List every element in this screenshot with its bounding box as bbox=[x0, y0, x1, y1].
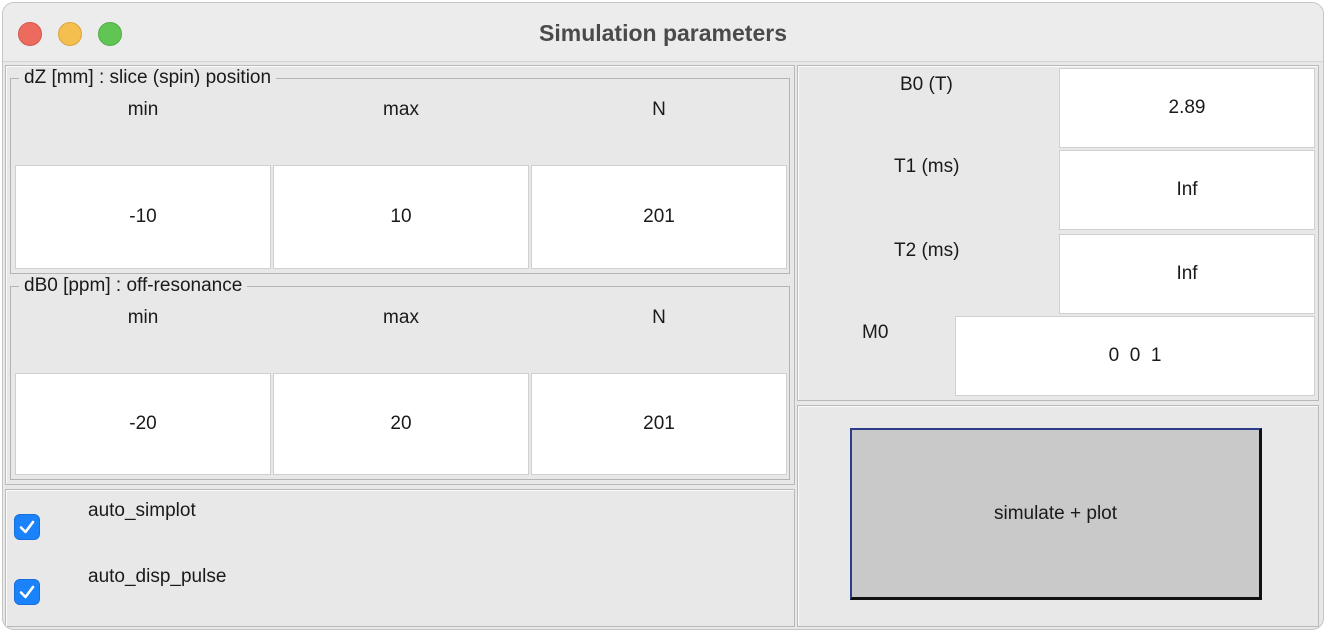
dz-max-header: max bbox=[383, 99, 419, 120]
title-bar: Simulation parameters bbox=[3, 3, 1323, 62]
dz-group: dZ [mm] : slice (spin) position min max … bbox=[10, 67, 790, 274]
dz-min-input[interactable]: -10 bbox=[15, 165, 271, 269]
dz-n-input[interactable]: 201 bbox=[531, 165, 787, 269]
m0-label: M0 bbox=[862, 322, 889, 343]
window-title: Simulation parameters bbox=[539, 20, 787, 46]
auto-simplot-checkbox[interactable] bbox=[14, 514, 40, 540]
m0-input[interactable]: 0 0 1 bbox=[955, 316, 1315, 396]
t2-input[interactable]: Inf bbox=[1059, 234, 1315, 314]
physical-parameters-panel: B0 (T) 2.89 T1 (ms) Inf T2 (ms) Inf M0 0… bbox=[797, 65, 1319, 401]
db0-max-header: max bbox=[383, 307, 419, 328]
auto-simplot-label: auto_simplot bbox=[88, 500, 196, 521]
range-parameters-panel: dZ [mm] : slice (spin) position min max … bbox=[5, 65, 795, 485]
db0-n-input[interactable]: 201 bbox=[531, 373, 787, 475]
checkmark-icon bbox=[19, 585, 35, 599]
dz-max-input[interactable]: 10 bbox=[273, 165, 529, 269]
dz-n-header: N bbox=[652, 99, 666, 120]
actions-panel: simulate + plot bbox=[797, 405, 1319, 627]
auto-disp-pulse-label: auto_disp_pulse bbox=[88, 566, 227, 587]
db0-n-header: N bbox=[652, 307, 666, 328]
auto-disp-pulse-checkbox[interactable] bbox=[14, 579, 40, 605]
b0-label: B0 (T) bbox=[900, 74, 953, 95]
options-panel: auto_simplot auto_disp_pulse bbox=[5, 489, 795, 627]
zoom-window-icon[interactable] bbox=[98, 22, 122, 46]
b0-input[interactable]: 2.89 bbox=[1059, 68, 1315, 148]
close-window-icon[interactable] bbox=[18, 22, 42, 46]
t1-label: T1 (ms) bbox=[894, 156, 960, 177]
db0-min-input[interactable]: -20 bbox=[15, 373, 271, 475]
db0-min-header: min bbox=[127, 307, 159, 328]
dz-group-legend: dZ [mm] : slice (spin) position bbox=[19, 67, 277, 89]
db0-max-input[interactable]: 20 bbox=[273, 373, 529, 475]
dz-min-header: min bbox=[127, 99, 159, 120]
t1-input[interactable]: Inf bbox=[1059, 150, 1315, 230]
checkmark-icon bbox=[19, 520, 35, 534]
db0-group-legend: dB0 [ppm] : off-resonance bbox=[19, 275, 248, 297]
db0-group: dB0 [ppm] : off-resonance min max N -20 … bbox=[10, 275, 790, 480]
minimize-window-icon[interactable] bbox=[58, 22, 82, 46]
t2-label: T2 (ms) bbox=[894, 240, 960, 261]
simulate-plot-button[interactable]: simulate + plot bbox=[850, 428, 1262, 600]
